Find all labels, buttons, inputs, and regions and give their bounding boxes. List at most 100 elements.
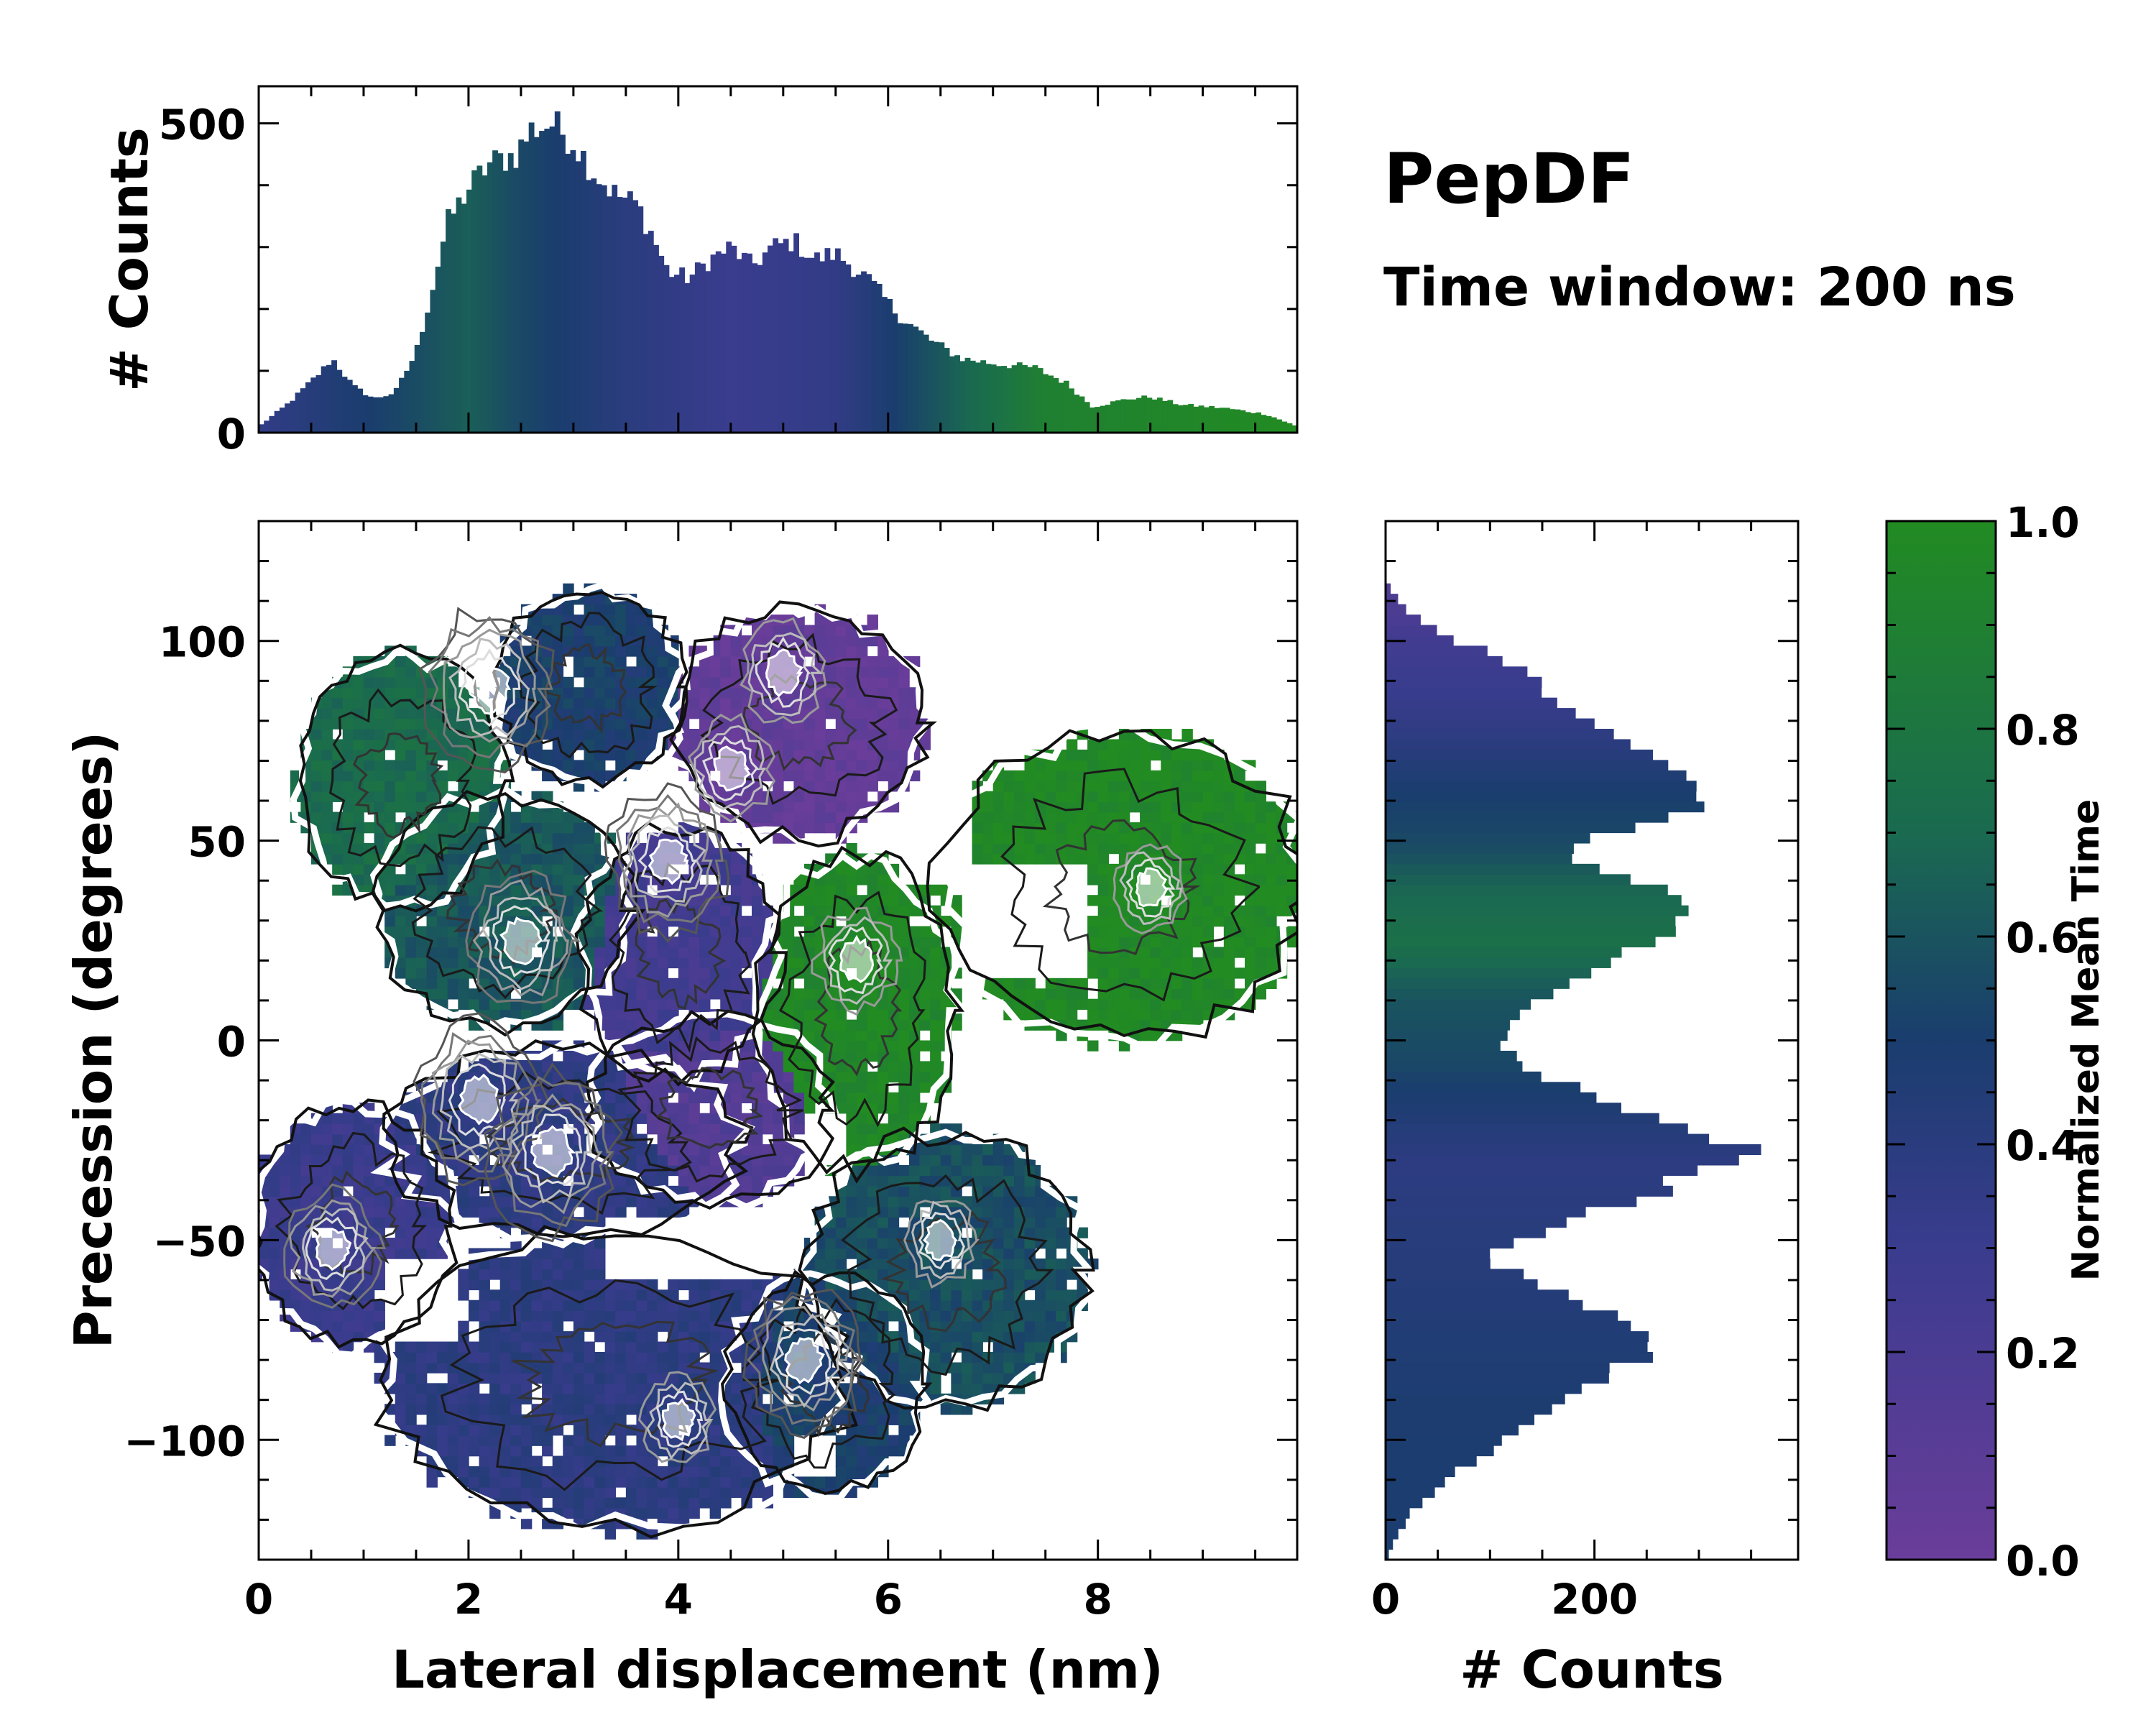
heatmap-cell <box>415 1227 428 1238</box>
heatmap-cell <box>447 811 459 823</box>
heatmap-cell <box>825 1258 837 1270</box>
heatmap-cell <box>1108 957 1120 969</box>
heatmap-cell <box>657 1009 669 1021</box>
heatmap-cell <box>489 1289 501 1301</box>
heatmap-cell <box>468 967 480 979</box>
heatmap-cell <box>1087 842 1099 855</box>
heatmap-cell <box>447 863 459 875</box>
heatmap-cell <box>604 905 617 916</box>
heatmap-cell <box>615 1154 627 1166</box>
top-histogram-bar <box>783 239 789 433</box>
heatmap-cell <box>563 978 574 990</box>
heatmap-cell <box>888 1050 900 1062</box>
heatmap-cell <box>489 1383 501 1394</box>
heatmap-cell <box>437 1352 448 1363</box>
heatmap-cell <box>1108 998 1120 1010</box>
heatmap-cell <box>520 1196 533 1208</box>
heatmap-cell <box>510 811 522 823</box>
heatmap-cell <box>657 988 669 1000</box>
heatmap-cell <box>479 1310 490 1322</box>
heatmap-cell <box>604 1300 617 1311</box>
heatmap-cell <box>1056 1030 1067 1041</box>
heatmap-cell <box>752 1425 763 1436</box>
heatmap-cell <box>426 1362 438 1374</box>
heatmap-cell <box>919 988 931 1000</box>
heatmap-cell <box>542 811 553 823</box>
heatmap-cell <box>1097 916 1110 927</box>
top-histogram-bar <box>331 360 337 433</box>
heatmap-cell <box>730 697 742 709</box>
heatmap-cell <box>584 842 595 855</box>
heatmap-cell <box>520 853 533 865</box>
heatmap-cell <box>825 811 837 823</box>
heatmap-cell <box>395 884 407 896</box>
heatmap-cell <box>835 811 847 823</box>
heatmap-cell <box>573 1425 585 1436</box>
top-histogram-bar <box>1209 405 1215 433</box>
heatmap-cell <box>374 1320 385 1332</box>
heatmap-cell <box>657 1300 669 1311</box>
heatmap-cell <box>657 1362 669 1374</box>
heatmap-cell <box>437 822 448 834</box>
heatmap-cell <box>447 760 459 771</box>
heatmap-cell <box>479 1425 490 1436</box>
heatmap-cell <box>1024 1341 1036 1353</box>
heatmap-cell <box>709 1372 722 1384</box>
top-histogram-bar <box>1011 365 1018 433</box>
heatmap-cell <box>552 749 564 761</box>
heatmap-cell <box>1161 749 1172 761</box>
heatmap-cell <box>489 1352 501 1363</box>
heatmap-cell <box>803 937 816 948</box>
heatmap-cell <box>437 988 448 1000</box>
top-histogram-bar <box>1219 408 1225 433</box>
heatmap-cell <box>1118 749 1130 761</box>
heatmap-cell <box>1202 811 1215 823</box>
heatmap-cell <box>898 1164 910 1177</box>
heatmap-cell <box>479 998 490 1010</box>
heatmap-cell <box>773 1455 784 1467</box>
top-histogram-bar <box>798 257 805 433</box>
heatmap-cell <box>636 978 648 990</box>
heatmap-cell <box>542 1248 553 1259</box>
heatmap-cell <box>982 811 994 823</box>
top-histogram-bar <box>1203 407 1210 433</box>
heatmap-cell <box>657 1507 669 1519</box>
heatmap-cell <box>867 729 878 740</box>
heatmap-cell <box>447 947 459 958</box>
heatmap-cell <box>447 1393 459 1405</box>
heatmap-cell <box>730 853 742 865</box>
heatmap-cell <box>814 1372 826 1384</box>
heatmap-cell <box>426 1113 438 1124</box>
heatmap-cell <box>374 749 385 761</box>
heatmap-cell <box>636 937 648 948</box>
heatmap-cell <box>961 1154 973 1166</box>
heatmap-cell <box>1192 863 1204 875</box>
heatmap-cell <box>825 1009 837 1021</box>
top-histogram-bar <box>627 191 633 433</box>
top-histogram-bar <box>518 139 525 433</box>
heatmap-cell <box>647 937 658 948</box>
heatmap-cell <box>1140 760 1151 771</box>
heatmap-cell <box>730 1352 742 1363</box>
heatmap-cell <box>1213 791 1225 802</box>
heatmap-cell <box>888 1196 900 1208</box>
heatmap-cell <box>636 739 648 750</box>
heatmap-cell <box>856 1331 868 1343</box>
heatmap-cell <box>353 853 364 865</box>
heatmap-cell <box>615 1144 627 1156</box>
heatmap-cell <box>615 1372 627 1384</box>
heatmap-cell <box>520 1435 533 1446</box>
heatmap-cell <box>573 1310 585 1322</box>
heatmap-cell <box>1161 760 1172 771</box>
heatmap-cell <box>468 874 480 886</box>
heatmap-cell <box>520 1269 533 1280</box>
heatmap-cell <box>1024 811 1036 823</box>
heatmap-cell <box>458 916 469 927</box>
heatmap-cell <box>426 1206 438 1218</box>
heatmap-cell <box>762 1445 774 1457</box>
heatmap-cell <box>709 1445 722 1457</box>
heatmap-cell <box>499 1258 512 1270</box>
heatmap-cell <box>625 1372 637 1384</box>
heatmap-cell <box>1024 1227 1036 1238</box>
heatmap-cell <box>499 1289 512 1301</box>
